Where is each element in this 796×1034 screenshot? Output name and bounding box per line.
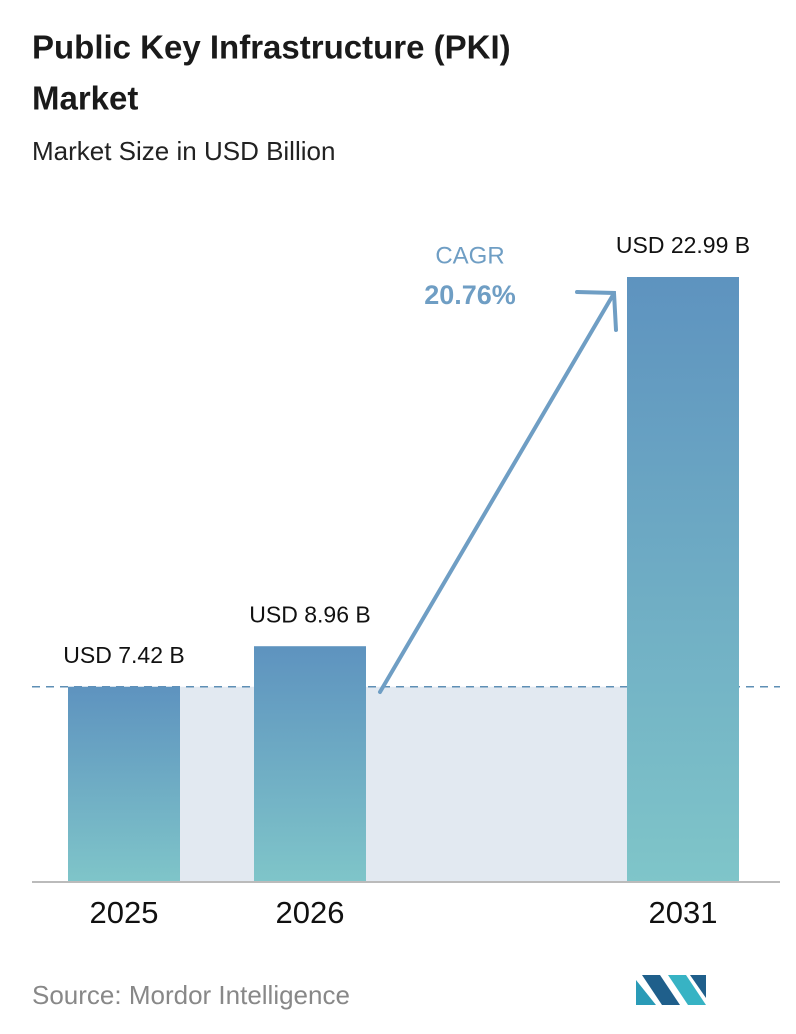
value-label: USD 7.42 B [63,642,184,668]
cagr-label: CAGR [435,242,504,269]
bar [68,686,180,882]
chart-title: Market [32,80,138,117]
x-tick-label: 2026 [276,895,345,930]
x-tick-label: 2031 [649,895,718,930]
chart-subtitle: Market Size in USD Billion [32,136,335,166]
bars: USD 7.42 B 2025 USD 8.96 B 2026 USD 22.99 B 2… [63,232,750,930]
value-label: USD 22.99 B [616,232,750,258]
cagr-value: 20.76% [424,280,516,310]
bar [254,646,366,882]
logo [636,975,706,1005]
source: Source: Mordor Intelligence [32,980,350,1010]
bar [627,277,739,882]
chart-title: Public Key Infrastructure (PKI) [32,29,511,66]
cagr-arrow [378,290,618,694]
x-tick-label: 2025 [90,895,159,930]
value-label: USD 8.96 B [249,601,370,627]
